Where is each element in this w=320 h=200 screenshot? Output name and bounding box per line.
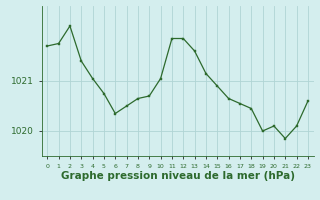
X-axis label: Graphe pression niveau de la mer (hPa): Graphe pression niveau de la mer (hPa): [60, 171, 295, 181]
